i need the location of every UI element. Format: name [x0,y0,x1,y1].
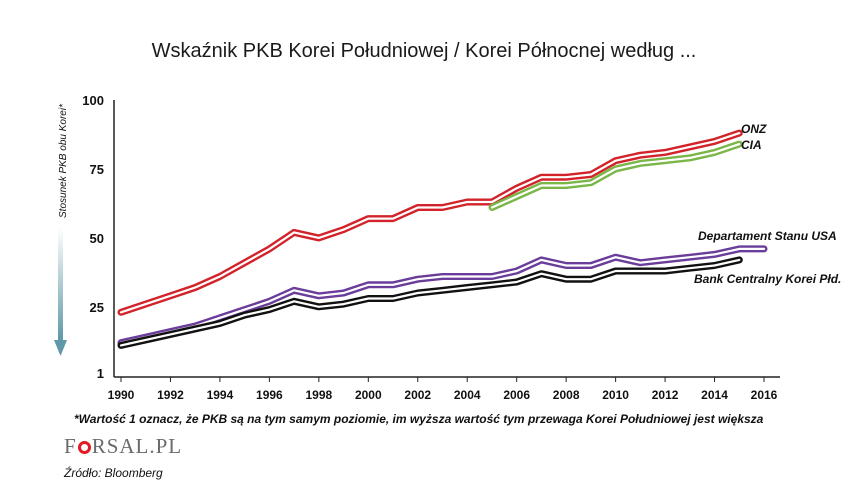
series-line-departament-stanu-usa [119,247,766,344]
series-label-onz: ONZ [741,122,767,136]
chart-title: Wskaźnik PKB Korei Południowej / Korei P… [151,40,697,62]
x-tick-label: 2004 [454,388,481,402]
x-tick-label: 1994 [207,388,234,402]
series-label-cia: CIA [741,138,762,152]
footnote: *Wartość 1 oznacz, że PKB są na tym samy… [74,412,764,426]
x-tick-label: 2010 [602,388,629,402]
series-line-outline-departament-stanu-usa [117,245,768,347]
series-line-onz [119,132,741,314]
series-label-bank-centralny: Bank Centralny Korei Płd. [694,272,841,286]
series-label-departament-stanu: Departament Stanu USA [698,229,837,243]
y-tick-label: 25 [90,300,104,315]
y-tick-label: 50 [90,231,104,246]
series-line-outline-bank-centralny-korei-p-d [117,256,743,349]
x-tick-label: 1992 [157,388,184,402]
x-tick-label: 2012 [652,388,679,402]
x-tick-label: 1998 [305,388,332,402]
source-note: Źródło: Bloomberg [64,466,163,480]
y-tick-label: 1 [97,366,104,381]
x-tick-label: 2002 [404,388,431,402]
logo-red-o-icon [77,441,91,454]
x-tick-label: 2006 [503,388,530,402]
x-tick-label: 2016 [751,388,778,402]
y-tick-label: 100 [82,93,104,108]
x-tick-label: 2014 [701,388,728,402]
y-tick-label: 75 [90,162,104,177]
forsal-logo: F RSAL.PL [64,434,182,459]
logo-text-post: RSAL.PL [91,434,183,458]
series-line-bank-centralny-korei-p-d [119,258,741,347]
y-axis-arrow [54,228,67,356]
y-axis-label: Stosunek PKB obu Korei* [58,103,69,218]
logo-text-pre: F [64,434,77,458]
x-tick-label: 2008 [553,388,580,402]
x-tick-label: 1990 [108,388,135,402]
x-tick-label: 2000 [355,388,382,402]
x-tick-label: 1996 [256,388,283,402]
series-line-outline-cia [488,140,743,211]
series-line-cia [490,143,741,209]
